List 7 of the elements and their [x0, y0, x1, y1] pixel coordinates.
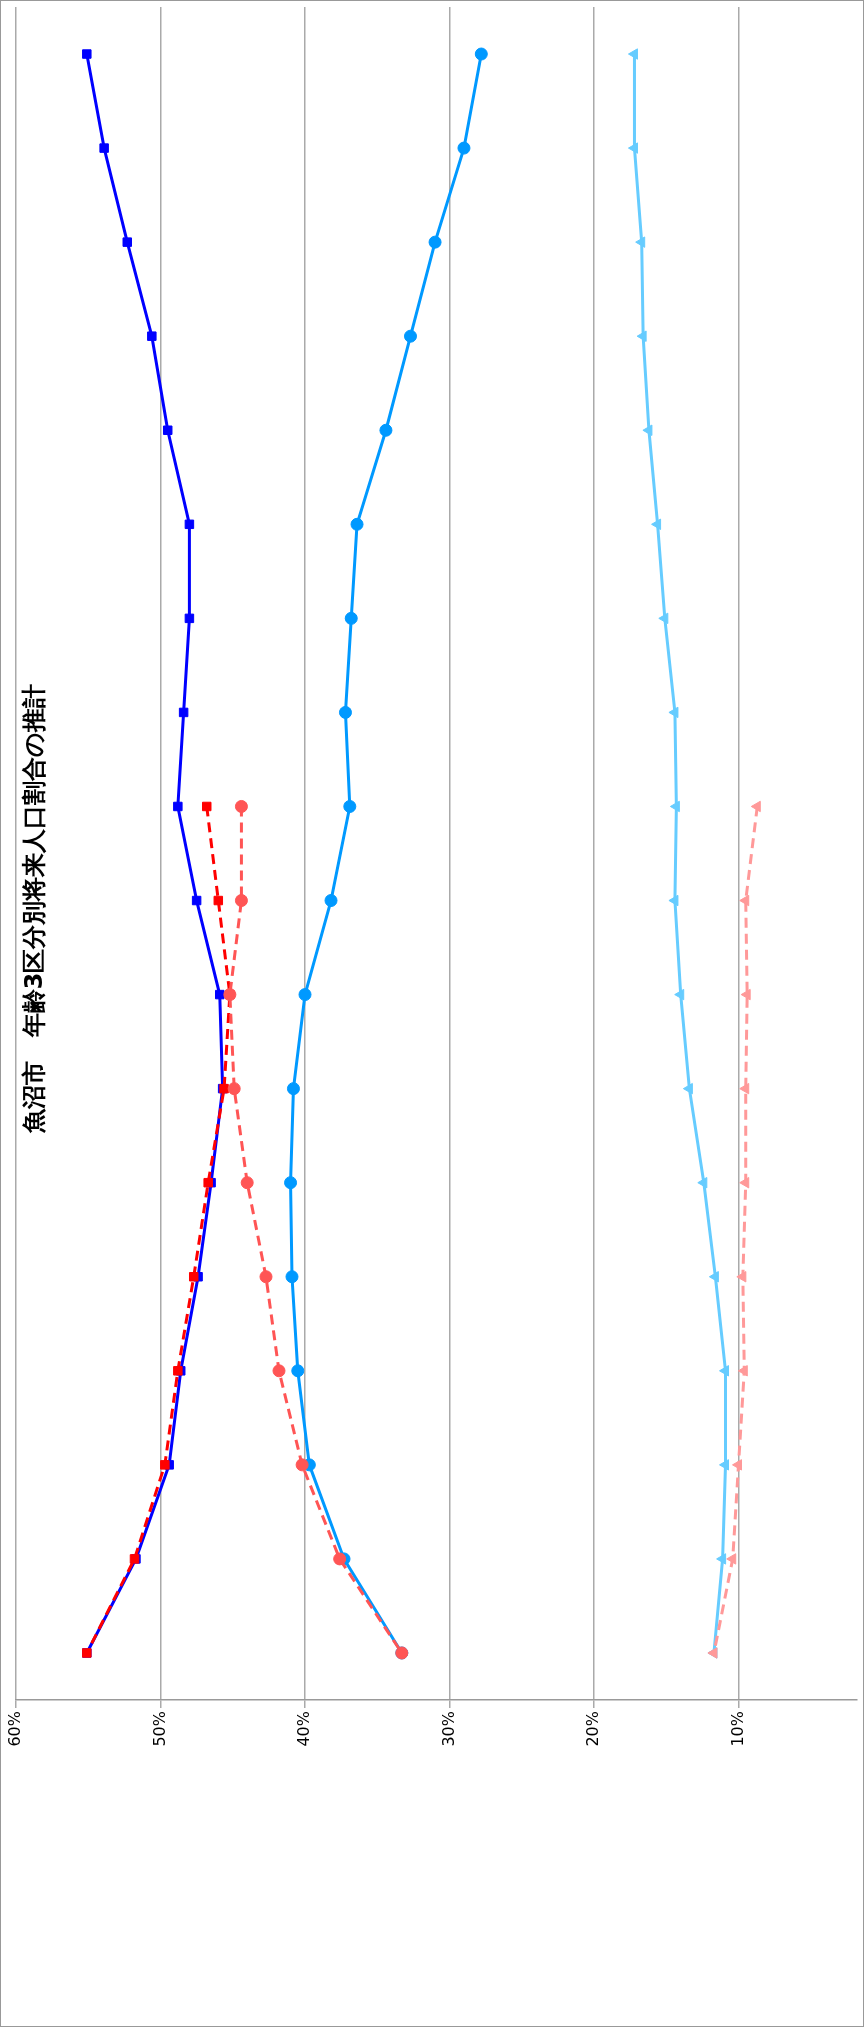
- x-tick-label: 10%: [727, 1711, 747, 1747]
- x-tick-label: 40%: [294, 1711, 314, 1747]
- x-tick-label: 60%: [5, 1711, 25, 1747]
- x-tick-label: 20%: [583, 1711, 603, 1747]
- text: 魚沼市 年齢3区分別将来人口割合の推計: [20, 683, 49, 1135]
- x-tick-label: 30%: [438, 1711, 458, 1747]
- x-tick-label: 50%: [149, 1711, 169, 1747]
